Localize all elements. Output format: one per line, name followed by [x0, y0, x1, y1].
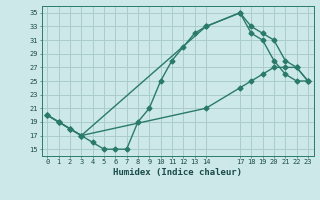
X-axis label: Humidex (Indice chaleur): Humidex (Indice chaleur): [113, 168, 242, 177]
